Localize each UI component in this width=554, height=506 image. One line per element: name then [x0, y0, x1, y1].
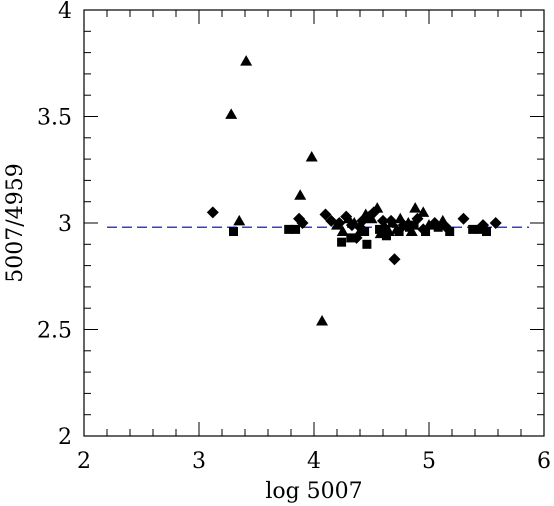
square-point	[381, 231, 391, 241]
y-tick-label: 3	[58, 212, 72, 237]
square-point	[346, 233, 356, 243]
diamond-point	[319, 208, 332, 221]
square-point	[229, 227, 238, 237]
square-point	[433, 222, 443, 232]
square-point	[468, 224, 478, 234]
diamond-point	[340, 210, 353, 223]
square-point	[362, 239, 372, 249]
y-axis-label: 5007/4959	[3, 163, 28, 282]
square-point	[360, 227, 370, 237]
square-point	[482, 227, 491, 237]
triangle-point	[417, 206, 430, 217]
triangle-point	[305, 150, 318, 162]
square-point	[476, 224, 486, 234]
diamond-point	[206, 206, 219, 219]
diamond-point	[457, 212, 470, 225]
triangle-point	[240, 55, 253, 66]
x-tick-label: 5	[422, 449, 436, 474]
y-tick-label: 2	[58, 425, 72, 450]
x-tick-label: 6	[537, 449, 551, 474]
square-point	[337, 237, 347, 247]
y-tick-label: 3.5	[37, 106, 72, 131]
diamond-point	[388, 253, 401, 266]
square-point	[421, 227, 431, 237]
triangle-point	[409, 202, 422, 213]
tick-labels-group: 2 3 4 5 6 2 2.5 3 3.5 4	[37, 0, 551, 474]
square-point	[404, 222, 414, 232]
ticks-group	[83, 9, 545, 437]
square-point	[284, 224, 294, 234]
x-tick-label: 3	[192, 449, 206, 474]
triangle-point	[233, 214, 246, 226]
diamond-point	[489, 217, 502, 229]
y-tick-label: 4	[58, 0, 72, 24]
triangle-point	[294, 189, 307, 200]
plot-frame-group	[83, 9, 545, 437]
diamond-point	[333, 217, 346, 229]
square-point	[291, 224, 301, 234]
x-tick-label: 4	[307, 449, 321, 474]
x-axis-label: log 5007	[265, 479, 362, 504]
triangle-point	[225, 108, 238, 119]
x-tick-label: 2	[77, 449, 91, 474]
square-point	[394, 227, 404, 237]
triangle-point	[336, 225, 349, 237]
triangle-point	[316, 314, 329, 326]
diamond-point	[385, 214, 398, 227]
diamond-point	[367, 206, 380, 219]
square-point	[375, 224, 385, 234]
square-point	[409, 220, 419, 230]
y-tick-label: 2.5	[37, 319, 72, 344]
plot-frame	[83, 9, 545, 437]
diamond-point	[377, 214, 389, 227]
square-point	[445, 227, 455, 237]
points-group	[206, 55, 502, 326]
